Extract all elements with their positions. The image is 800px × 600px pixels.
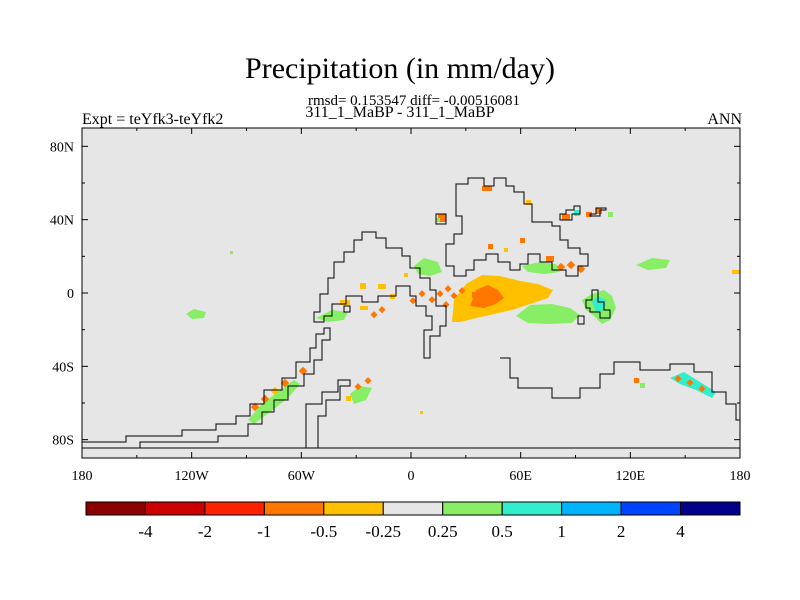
coastline-arabia (343, 305, 351, 313)
colorbar-swatch (620, 501, 682, 516)
colorbar-swatch (680, 501, 741, 516)
y-tick-label: 40S (52, 360, 74, 375)
colorbar-label: -2 (198, 522, 212, 541)
colorbar-swatch (323, 501, 384, 516)
coastline-antarctic-rim (500, 357, 740, 421)
season-label: ANN (707, 111, 742, 128)
positive-anomaly-region (350, 386, 372, 404)
coastline-europe (435, 213, 447, 225)
positive-anomaly-region (186, 309, 206, 319)
coastline-indonesia (577, 315, 585, 325)
colorbar-label: 4 (676, 522, 685, 541)
positive-anomaly-region (516, 304, 580, 324)
colorbar: -4 -2 -1 -0.5 -0.25 0.25 0.5 1 2 4 (85, 501, 741, 541)
plot-title: Precipitation (in mm/day) (245, 52, 555, 85)
colorbar-label: 0.5 (492, 522, 513, 541)
colorbar-swatch (144, 501, 206, 516)
colorbar-swatch (85, 501, 146, 516)
colorbar-label: -0.5 (310, 522, 337, 541)
coastline-japan (559, 205, 581, 221)
coastline-southeast-asia (585, 289, 611, 319)
x-tick-label: 180 (730, 469, 751, 484)
x-tick-label: 180 (72, 469, 93, 484)
colorbar-swatch (263, 501, 325, 516)
colorbar-swatch (382, 501, 444, 516)
x-tick-label: 60E (509, 469, 532, 484)
positive-anomaly-region (414, 258, 442, 276)
anomaly-cell-cluster (250, 366, 645, 412)
y-tick-label: 80N (50, 140, 74, 155)
positive-anomaly-region (636, 258, 670, 270)
stats-line: rmsd= 0.153547 diff= -0.00516081 (307, 93, 521, 109)
y-tick-label: 80S (52, 434, 74, 449)
colorbar-swatch (501, 501, 563, 516)
axis-ticks: 180 120W 60W 0 60E 120E 180 80N 40N 0 40S 80S (50, 128, 751, 484)
colorbar-label: 2 (617, 522, 626, 541)
coastlines (82, 177, 740, 449)
coastline-asia (445, 177, 589, 277)
colorbar-label: 1 (557, 522, 566, 541)
colorbar-label: 0.25 (428, 522, 458, 541)
negative-anomaly-core (470, 285, 504, 308)
map-background (82, 128, 740, 458)
y-tick-label: 0 (67, 287, 74, 302)
colorbar-label: -4 (138, 522, 153, 541)
colorbar-swatch (561, 501, 622, 516)
coastline-north-pacific-island (589, 207, 607, 217)
colorbar-swatch (204, 501, 265, 516)
anomaly-cell-cluster (674, 375, 706, 393)
y-tick-label: 40N (50, 214, 74, 229)
coastline-africa-eurasia (313, 231, 447, 359)
positive-anomaly-region (522, 262, 560, 274)
positive-anomaly-region (592, 296, 606, 312)
case-line: 311_1_MaBP - 311_1_MaBP (305, 104, 495, 121)
colorbar-label: -0.25 (366, 522, 401, 541)
coastline-south-landmass (305, 379, 351, 448)
anomaly-cell (480, 297, 486, 303)
x-tick-label: 0 (408, 469, 415, 484)
colorbar-swatch (442, 501, 503, 516)
anomaly-cell (472, 292, 478, 298)
x-tick-label: 60W (288, 469, 316, 484)
coastline-southern-ocean-rim (82, 327, 331, 449)
experiment-label: Expt = teYfk3-teYfk2 (82, 111, 224, 128)
anomaly-cell-cluster (230, 186, 740, 414)
colorbar-label: -1 (257, 522, 271, 541)
positive-anomaly-region (670, 372, 716, 398)
x-tick-label: 120E (616, 469, 646, 484)
x-tick-label: 120W (175, 469, 210, 484)
